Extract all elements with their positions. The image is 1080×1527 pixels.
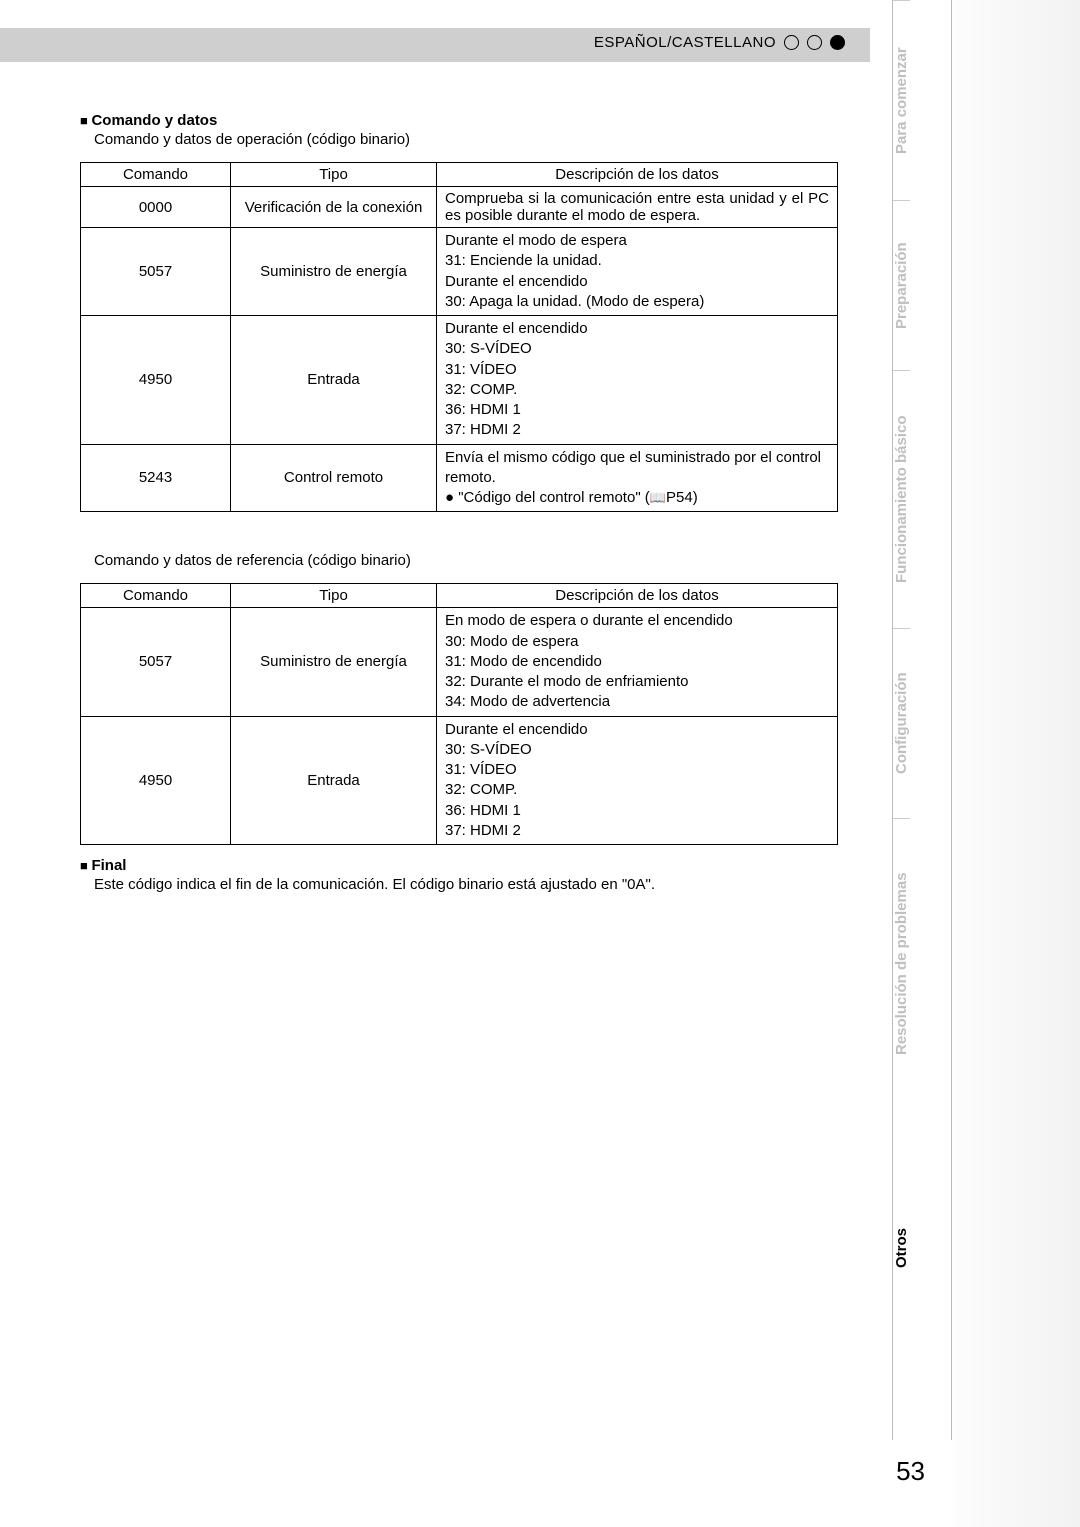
table-row: 0000 Verificación de la conexión Comprue…: [81, 187, 838, 228]
cell-desc: Durante el encendido 30: S-VÍDEO 31: VÍD…: [437, 316, 838, 445]
table-row: 4950 Entrada Durante el encendido 30: S-…: [81, 716, 838, 845]
cell-cmd: 4950: [81, 716, 231, 845]
tab-resolucion[interactable]: Resolución de problemas: [893, 818, 910, 1108]
table-row: 5057 Suministro de energía Durante el mo…: [81, 228, 838, 316]
reference-table: Comando Tipo Descripción de los datos 50…: [80, 583, 838, 845]
cell-type: Suministro de energía: [231, 228, 437, 316]
table-header-row: Comando Tipo Descripción de los datos: [81, 163, 838, 187]
section1-title-text: Comando y datos: [91, 112, 217, 129]
cell-cmd: 0000: [81, 187, 231, 228]
table-row: 4950 Entrada Durante el encendido 30: S-…: [81, 316, 838, 445]
tab-otros[interactable]: Otros: [893, 1108, 910, 1388]
cell-desc-text: Durante el modo de espera 31: Enciende l…: [445, 232, 704, 310]
bullet-icon: [445, 489, 458, 506]
language-header: ESPAÑOL/CASTELLANO: [594, 34, 845, 51]
th-desc: Descripción de los datos: [437, 584, 838, 608]
cell-desc: Durante el encendido 30: S-VÍDEO 31: VÍD…: [437, 716, 838, 845]
cell-desc-line2: "Código del control remoto" (: [458, 489, 650, 506]
cell-desc-line1: Envía el mismo código que el suministrad…: [445, 449, 821, 486]
indicator-circle-3-filled: [830, 35, 845, 50]
language-label: ESPAÑOL/CASTELLANO: [594, 34, 776, 51]
cell-type: Verificación de la conexión: [231, 187, 437, 228]
tab-funcionamiento[interactable]: Funcionamiento básico: [893, 370, 910, 628]
th-desc: Descripción de los datos: [437, 163, 838, 187]
side-tabs: Para comenzar Preparación Funcionamiento…: [892, 0, 952, 1440]
tab-para-comenzar[interactable]: Para comenzar: [893, 0, 910, 200]
th-comando: Comando: [81, 584, 231, 608]
cell-desc: En modo de espera o durante el encendido…: [437, 608, 838, 716]
cell-type: Control remoto: [231, 444, 437, 512]
cell-desc-text: Durante el encendido 30: S-VÍDEO 31: VÍD…: [445, 721, 588, 839]
tab-configuracion[interactable]: Configuración: [893, 628, 910, 818]
table-header-row: Comando Tipo Descripción de los datos: [81, 584, 838, 608]
indicator-circle-1: [784, 35, 799, 50]
page-ref: P54): [666, 489, 698, 506]
cell-type: Suministro de energía: [231, 608, 437, 716]
cell-desc-text: En modo de espera o durante el encendido…: [445, 612, 733, 710]
th-tipo: Tipo: [231, 584, 437, 608]
section1-subtitle: Comando y datos de operación (código bin…: [94, 131, 838, 148]
cell-desc: Comprueba si la comunicación entre esta …: [437, 187, 838, 228]
cell-type: Entrada: [231, 316, 437, 445]
table-row: 5243 Control remoto Envía el mismo códig…: [81, 444, 838, 512]
cell-cmd: 4950: [81, 316, 231, 445]
cell-type: Entrada: [231, 716, 437, 845]
indicator-circle-2: [807, 35, 822, 50]
table-row: 5057 Suministro de energía En modo de es…: [81, 608, 838, 716]
final-text: Este código indica el fin de la comunica…: [94, 876, 838, 893]
cell-desc: Envía el mismo código que el suministrad…: [437, 444, 838, 512]
right-grad-bg: [952, 0, 1080, 1527]
section2-subtitle: Comando y datos de referencia (código bi…: [94, 552, 838, 569]
cell-desc: Durante el modo de espera 31: Enciende l…: [437, 228, 838, 316]
th-tipo: Tipo: [231, 163, 437, 187]
cell-cmd: 5243: [81, 444, 231, 512]
main-content: ■ Comando y datos Comando y datos de ope…: [80, 112, 838, 893]
book-icon: 📖: [650, 489, 666, 507]
tab-preparacion[interactable]: Preparación: [893, 200, 910, 370]
section1-title: ■ Comando y datos: [80, 112, 838, 129]
operation-table: Comando Tipo Descripción de los datos 00…: [80, 162, 838, 512]
th-comando: Comando: [81, 163, 231, 187]
page-number: 53: [896, 1456, 925, 1487]
cell-cmd: 5057: [81, 228, 231, 316]
final-title-text: Final: [91, 857, 126, 874]
cell-desc-text: Comprueba si la comunicación entre esta …: [445, 190, 829, 224]
bullet-square-icon: ■: [80, 858, 91, 873]
final-section: ■ Final Este código indica el fin de la …: [80, 857, 838, 893]
bullet-square-icon: ■: [80, 113, 91, 128]
cell-cmd: 5057: [81, 608, 231, 716]
cell-desc-text: Durante el encendido 30: S-VÍDEO 31: VÍD…: [445, 320, 588, 438]
final-title: ■ Final: [80, 857, 838, 874]
